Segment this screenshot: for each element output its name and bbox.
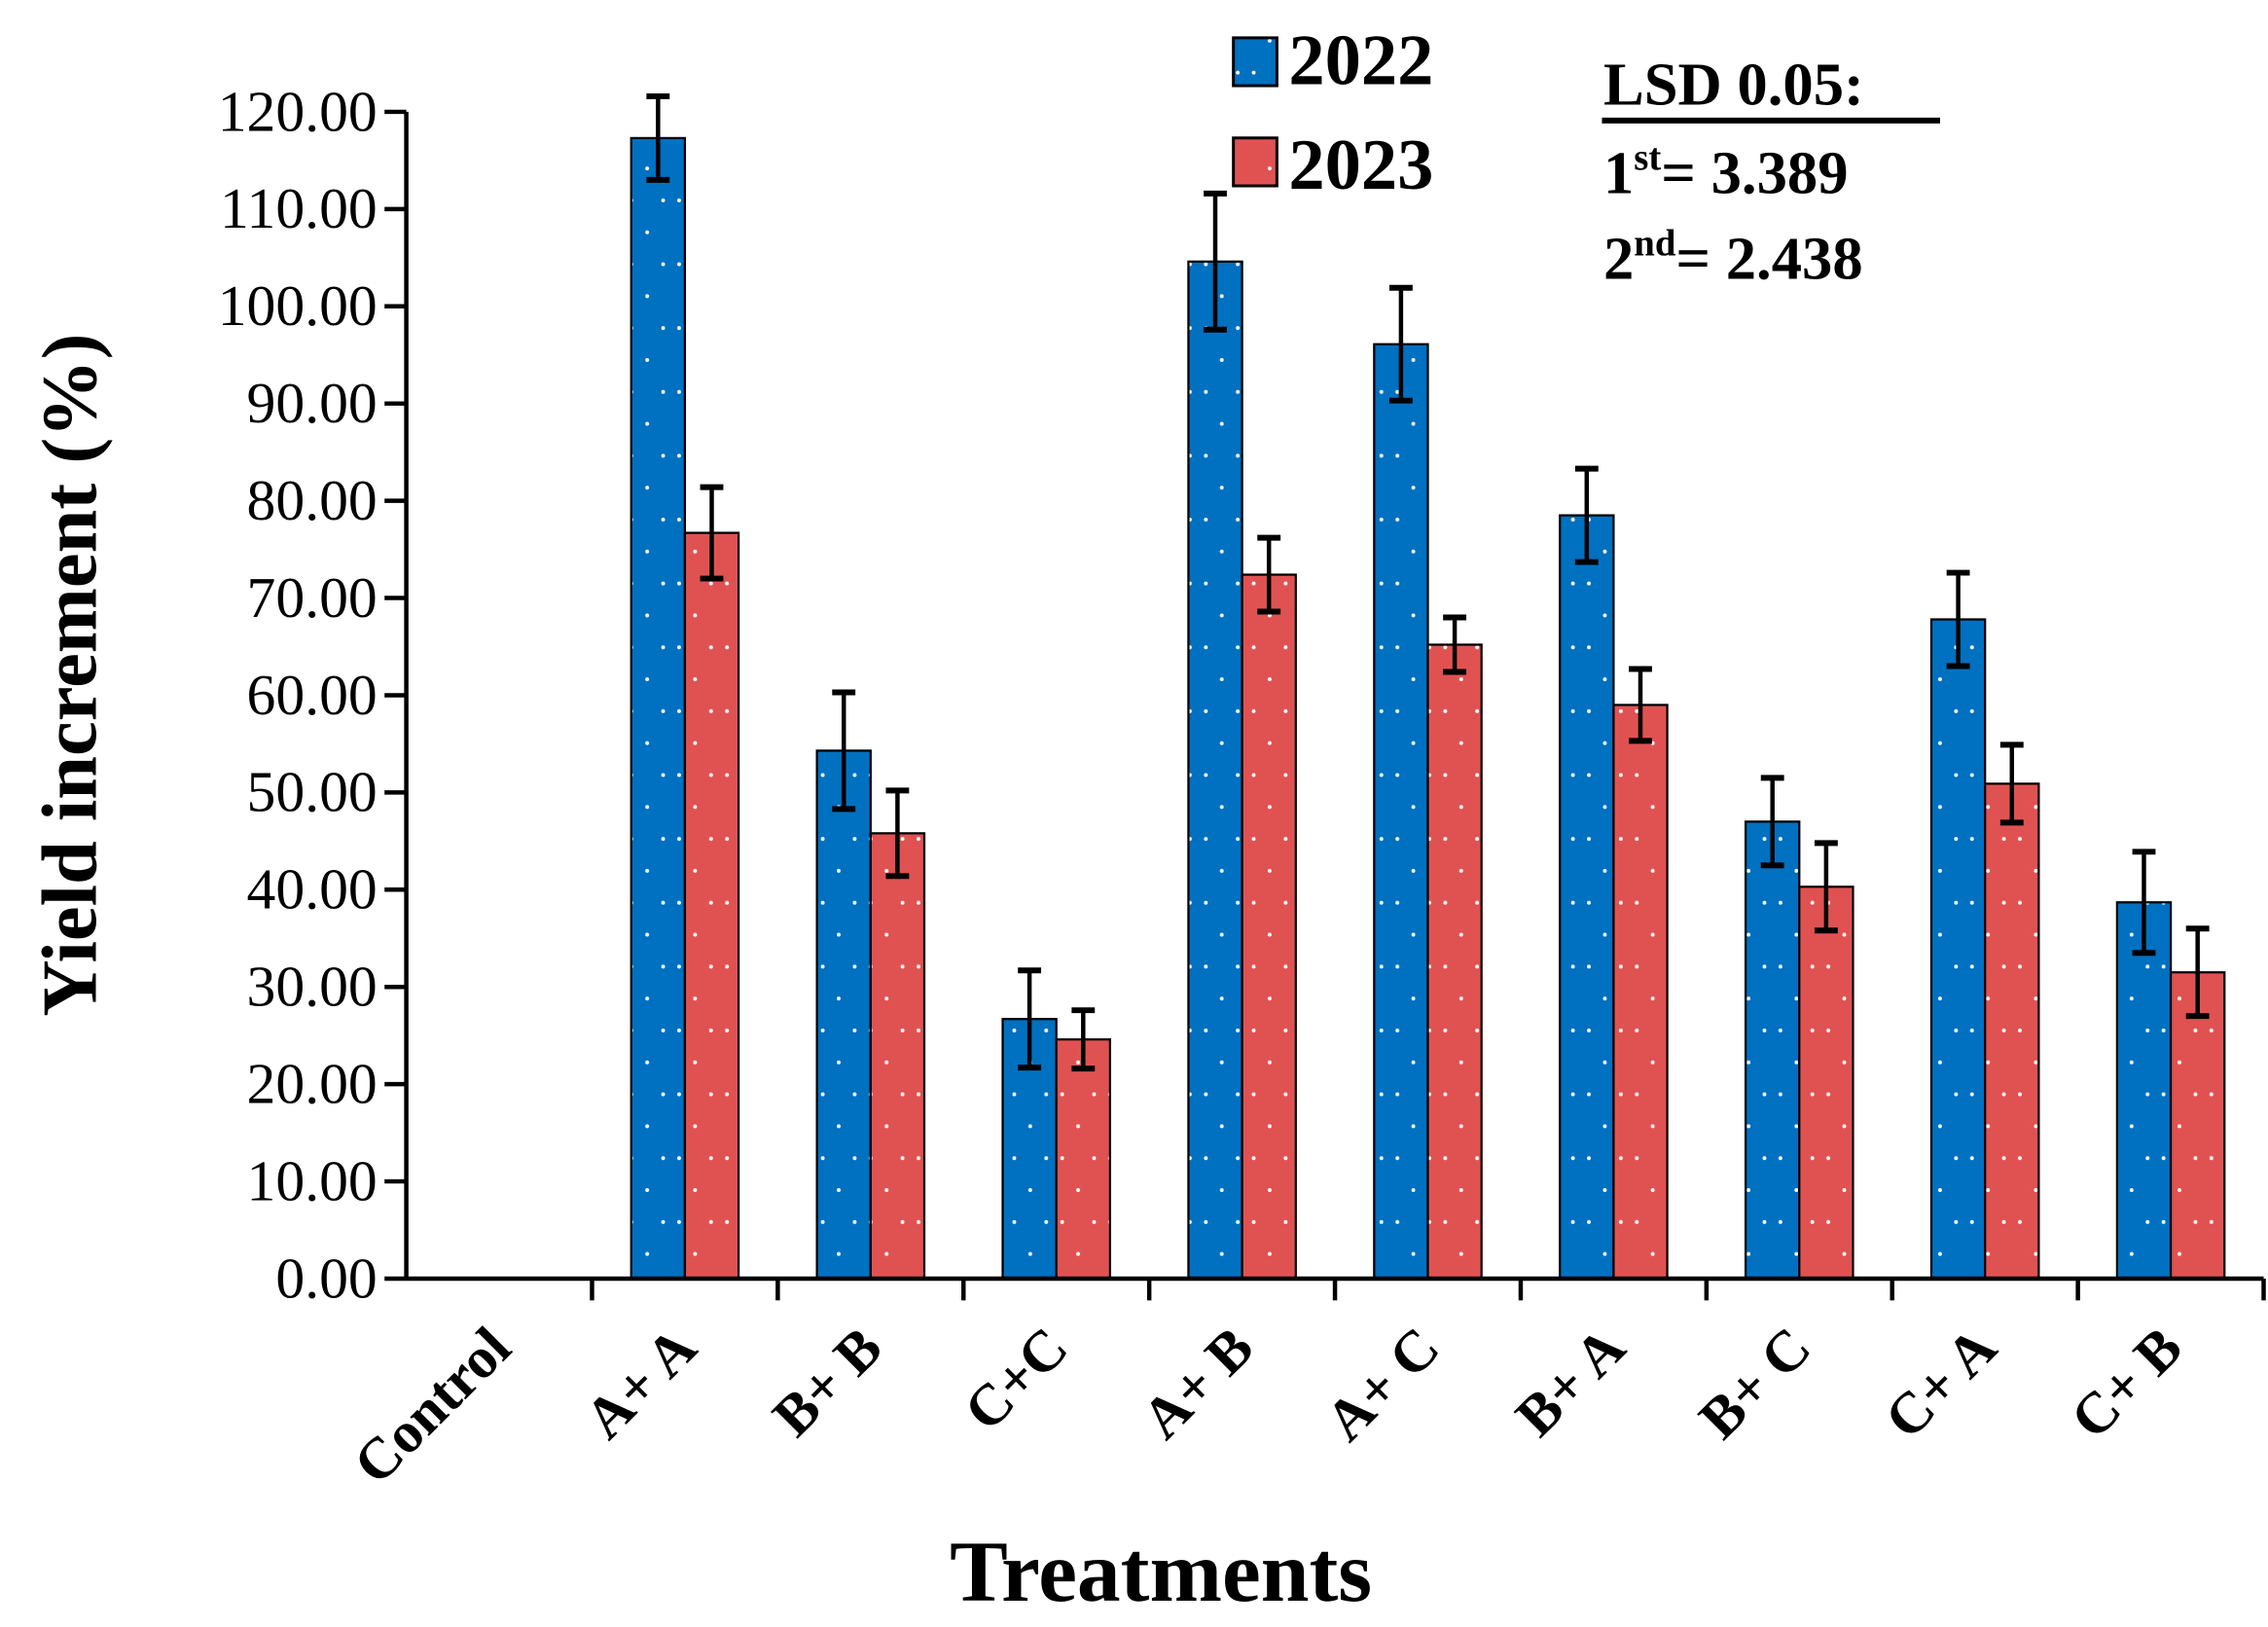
y-tick-label: 80.00 (247, 468, 378, 532)
x-tick-label: B+ C (1687, 1315, 1823, 1451)
x-tick-label: Control (342, 1315, 522, 1496)
bar-2023 (1984, 782, 2040, 1281)
error-bar-2023 (2185, 925, 2210, 1020)
y-axis-label: Yield increment (%) (26, 334, 113, 1017)
lsd-title: LSD 0.05: (1603, 50, 1864, 118)
error-bar-2022 (1760, 775, 1784, 869)
y-tick-label: 10.00 (247, 1148, 378, 1212)
bar-2022 (1929, 618, 1987, 1281)
legend-label-2022: 2022 (1288, 21, 1433, 101)
bar-2023 (869, 832, 926, 1281)
legend-label-2023: 2023 (1288, 126, 1433, 205)
error-bar-2022 (2132, 849, 2156, 957)
error-bar-2022 (1388, 284, 1413, 404)
legend-swatch-2022 (1232, 36, 1278, 88)
y-tick-label: 90.00 (247, 371, 378, 435)
bar-2023 (1612, 704, 1669, 1281)
bar-2022 (1559, 514, 1615, 1281)
error-bar-2023 (1814, 840, 1838, 934)
error-bar-2022 (1204, 190, 1227, 333)
error-bar-2022 (1574, 465, 1599, 565)
error-bar-2023 (1257, 534, 1281, 615)
x-tick-label: A+ A (572, 1315, 708, 1451)
bar-2023 (1426, 643, 1483, 1281)
error-bar-2023 (1071, 1007, 1096, 1072)
bar-2022 (815, 749, 872, 1281)
y-tick-label: 70.00 (247, 565, 378, 630)
bar-2022 (1373, 343, 1429, 1281)
lsd-annotation: LSD 0.05: 1st= 3.389 2nd= 2.438 (1602, 50, 1940, 293)
bar-2023 (1798, 886, 1854, 1281)
x-tick-label: C+ B (2058, 1315, 2194, 1451)
lsd-line-1: 1st= 3.389 (1603, 137, 1849, 207)
y-tick-label: 20.00 (247, 1052, 378, 1116)
error-bar-2023 (1443, 614, 1467, 675)
error-bar-2023 (700, 484, 724, 582)
x-tick-label: B+ A (1503, 1315, 1638, 1449)
error-bar-2022 (646, 92, 670, 183)
y-tick-label: 60.00 (247, 663, 378, 727)
bar-2022 (1187, 260, 1243, 1281)
lsd-line-2: 2nd= 2.438 (1603, 223, 1863, 293)
bar-2022 (2115, 901, 2173, 1281)
y-tick-label: 120.00 (218, 79, 378, 143)
bar-2023 (2169, 971, 2226, 1281)
bar-2022 (630, 136, 687, 1281)
legend: 2022 2023 (1232, 21, 1433, 205)
error-bar-2022 (1018, 967, 1042, 1071)
x-tick-label: B+ B (760, 1315, 894, 1449)
error-bar-2023 (885, 787, 910, 880)
error-bar-2023 (1629, 666, 1652, 744)
y-tick-label: 50.00 (247, 760, 378, 824)
bar-2022 (1744, 820, 1801, 1281)
y-tick-label: 30.00 (247, 955, 378, 1019)
error-bar-2022 (832, 689, 856, 813)
y-tick-label: 110.00 (220, 176, 378, 240)
y-tick-label: 0.00 (275, 1246, 377, 1310)
bar-2023 (1055, 1038, 1112, 1281)
error-bar-2022 (1946, 569, 1970, 669)
bar-2023 (1241, 573, 1297, 1281)
x-tick-label: C+C (952, 1315, 1080, 1443)
x-tick-label: C+ A (1872, 1315, 2008, 1451)
x-tick-label: A+ B (1130, 1315, 1266, 1451)
y-tick-label: 40.00 (247, 857, 378, 922)
y-tick-label: 100.00 (218, 273, 378, 338)
x-tick-label: A+ C (1313, 1315, 1451, 1453)
error-bar-2023 (1999, 741, 2024, 826)
x-axis-label: Treatments (950, 1524, 1372, 1620)
bar-2023 (683, 531, 740, 1281)
legend-swatch-2023 (1232, 136, 1278, 188)
